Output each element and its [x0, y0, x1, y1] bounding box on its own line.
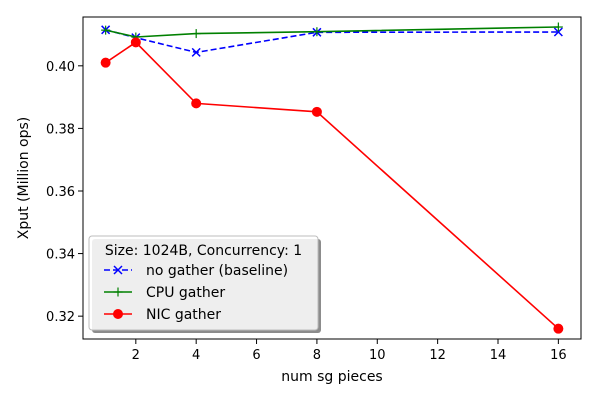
y-tick-label: 0.36 — [46, 185, 75, 200]
legend-label-no-gather: no gather (baseline) — [146, 263, 288, 279]
data-point-series-1 — [553, 22, 563, 32]
plot-area — [100, 22, 564, 334]
legend-label-cpu-gather: CPU gather — [146, 285, 225, 301]
x-tick-label: 4 — [192, 348, 200, 363]
x-tick-label: 2 — [132, 348, 140, 363]
legend-marker-0 — [113, 265, 123, 275]
y-tick-label: 0.38 — [46, 122, 75, 137]
x-tick-label: 12 — [429, 348, 446, 363]
legend-box — [88, 235, 319, 331]
legend-title: Size: 1024B, Concurrency: 1 — [105, 243, 302, 259]
x-tick-label: 6 — [252, 348, 260, 363]
axes-frame — [82, 16, 582, 340]
marker-stroke — [553, 27, 563, 37]
data-point-series-1 — [101, 25, 111, 35]
data-point-series-1 — [191, 29, 201, 39]
data-point-series-2 — [553, 323, 564, 334]
data-point-series-2 — [311, 106, 322, 117]
marker-stroke — [191, 47, 201, 57]
marker-stroke — [113, 265, 123, 275]
series-line-0 — [105, 29, 559, 54]
x-tick-label: 14 — [490, 348, 507, 363]
x-axis-label: num sg pieces — [281, 369, 382, 385]
data-point-series-2 — [191, 98, 202, 109]
y-tick-label: 0.40 — [46, 60, 75, 75]
data-point-series-2 — [100, 57, 111, 68]
legend-marker-1 — [113, 287, 123, 297]
data-point-series-0 — [191, 47, 201, 57]
data-point-series-1 — [312, 27, 322, 37]
x-tick-label: 8 — [313, 348, 321, 363]
axes: 2 4 6 8 10 12 14 16 0.32 0.34 0.36 0.38 0.40 — [46, 16, 582, 363]
legend: Size: 1024B, Concurrency: 1 no gather (b… — [88, 235, 321, 333]
legend-label-nic-gather: NIC gather — [146, 307, 221, 323]
data-point-series-0 — [553, 27, 563, 37]
x-tick-label: 16 — [550, 348, 567, 363]
x-tick-label: 10 — [369, 348, 386, 363]
legend-marker-2 — [113, 309, 123, 319]
y-tick-label: 0.34 — [46, 248, 75, 263]
y-tick-label: 0.32 — [46, 310, 75, 325]
data-point-series-2 — [130, 37, 141, 48]
y-axis-label: Xput (Million ops) — [16, 117, 32, 240]
